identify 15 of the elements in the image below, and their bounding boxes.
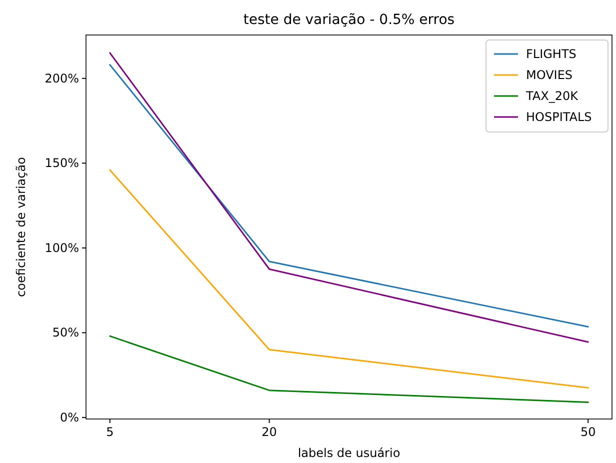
- chart-title: teste de variação - 0.5% erros: [243, 12, 455, 28]
- x-axis-title: labels de usuário: [298, 446, 400, 460]
- y-tick-label: 0%: [60, 410, 79, 424]
- y-tick-label: 150%: [44, 156, 79, 170]
- y-tick-label: 50%: [52, 326, 79, 340]
- y-axis-title: coeficiente de variação: [14, 157, 28, 297]
- legend-label: HOSPITALS: [526, 110, 592, 124]
- x-tick-label: 5: [106, 425, 114, 439]
- y-tick-label: 200%: [44, 71, 79, 86]
- legend-label: FLIGHTS: [526, 47, 576, 61]
- y-tick-label: 100%: [44, 240, 79, 255]
- legend-label: TAX_20K: [525, 89, 580, 103]
- x-tick-label: 50: [580, 425, 596, 439]
- legend-label: MOVIES: [526, 68, 573, 82]
- x-tick-label: 20: [262, 425, 277, 439]
